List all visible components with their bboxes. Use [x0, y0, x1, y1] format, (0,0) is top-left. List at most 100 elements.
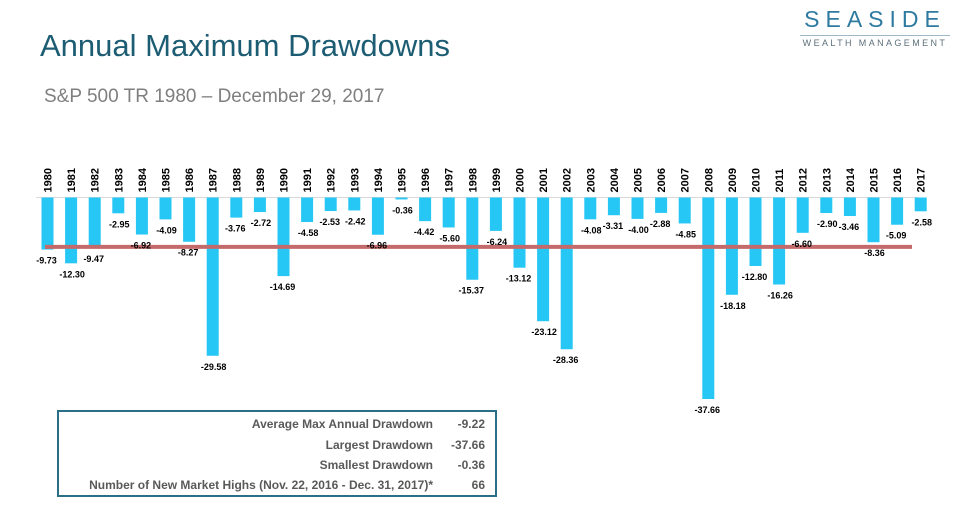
- bar-2001: [537, 197, 550, 322]
- stat-value: -9.22: [457, 417, 485, 431]
- stat-value: 66: [471, 478, 485, 492]
- category-label: 1995: [397, 168, 409, 192]
- data-label: -28.36: [553, 355, 579, 365]
- bar-1980: [41, 197, 54, 250]
- logo-divider: [800, 35, 950, 36]
- bar-2017: [914, 197, 927, 212]
- category-label: 1987: [208, 168, 220, 192]
- data-label: -2.53: [319, 217, 340, 227]
- labels-layer: 1980 -9.73 1981 -12.30 1982 -9.47 1983 -2.95 198…: [36, 167, 932, 415]
- bar-1993: [348, 197, 361, 211]
- stat-label: Number of New Market Highs (Nov. 22, 201…: [89, 478, 433, 492]
- category-label: 2011: [774, 169, 786, 193]
- category-label: 2000: [515, 168, 527, 192]
- category-label: 2009: [727, 168, 739, 192]
- summary-stats-box: Average Max Annual Drawdown -9.22 Larges…: [57, 410, 497, 497]
- bar-1982: [88, 197, 101, 249]
- category-label: 2004: [609, 167, 621, 192]
- data-label: -4.42: [414, 227, 435, 237]
- category-label: 2017: [916, 168, 928, 192]
- category-label: 1988: [231, 168, 243, 192]
- data-label: -9.73: [36, 256, 57, 266]
- data-label: -4.08: [581, 225, 602, 235]
- data-label: -23.12: [531, 327, 557, 337]
- bar-1995: [395, 197, 408, 200]
- logo-tagline: WEALTH MANAGEMENT: [802, 38, 948, 48]
- category-label: 2016: [892, 168, 904, 192]
- bar-2007: [678, 197, 691, 224]
- data-label: -0.36: [392, 205, 413, 215]
- data-label: -4.58: [298, 228, 319, 238]
- category-label: 2005: [633, 168, 645, 192]
- data-label: -12.30: [59, 269, 85, 279]
- category-label: 1989: [255, 168, 267, 192]
- data-label: -9.47: [83, 254, 104, 264]
- bar-2002: [560, 197, 573, 350]
- data-label: -4.85: [675, 229, 696, 239]
- data-label: -5.09: [886, 231, 907, 241]
- bar-2010: [749, 197, 762, 266]
- category-label: 1981: [66, 168, 78, 192]
- category-label: 2008: [703, 168, 715, 192]
- category-label: 2010: [751, 168, 763, 192]
- category-label: 1997: [444, 168, 456, 192]
- data-label: -2.58: [911, 217, 932, 227]
- category-label: 1999: [491, 168, 503, 192]
- category-label: 1991: [302, 168, 314, 192]
- bar-2014: [843, 197, 856, 217]
- bar-1997: [442, 197, 455, 228]
- data-label: -2.88: [650, 219, 671, 229]
- category-label: 1990: [279, 168, 291, 192]
- bar-1996: [419, 197, 432, 222]
- data-label: -37.66: [695, 405, 721, 415]
- category-label: 1984: [137, 167, 149, 192]
- bar-1998: [466, 197, 479, 280]
- bar-1999: [489, 197, 502, 231]
- page-title: Annual Maximum Drawdowns: [40, 28, 451, 63]
- data-label: -3.31: [603, 221, 624, 231]
- category-label: 1983: [113, 168, 125, 192]
- bar-1984: [135, 197, 148, 235]
- stat-label: Average Max Annual Drawdown: [251, 417, 433, 431]
- bar-1987: [206, 197, 219, 356]
- data-label: -2.42: [345, 216, 366, 226]
- bar-1991: [301, 197, 314, 223]
- data-label: -2.95: [109, 219, 130, 229]
- bar-1990: [277, 197, 290, 277]
- page-subtitle: S&P 500 TR 1980 – December 29, 2017: [44, 86, 385, 107]
- bar-2015: [867, 197, 880, 243]
- data-label: -14.69: [270, 282, 296, 292]
- category-label: 1982: [90, 168, 102, 192]
- data-label: -5.60: [439, 233, 460, 243]
- category-label: 2014: [845, 167, 857, 192]
- bar-1992: [324, 197, 337, 212]
- bar-2012: [796, 197, 809, 233]
- category-label: 1993: [349, 168, 361, 192]
- bar-2013: [820, 197, 833, 214]
- category-label: 2001: [538, 168, 550, 192]
- data-label: -2.72: [251, 218, 272, 228]
- stat-label: Largest Drawdown: [325, 438, 433, 452]
- bar-2008: [702, 197, 715, 399]
- bar-2011: [773, 197, 786, 285]
- category-label: 2006: [656, 168, 668, 192]
- data-label: -6.60: [791, 239, 812, 249]
- bar-2000: [513, 197, 526, 268]
- stat-row-smallest: Smallest Drawdown -0.36: [59, 458, 495, 478]
- bar-1989: [253, 197, 266, 213]
- data-label: -4.09: [156, 225, 177, 235]
- data-label: -13.12: [506, 274, 532, 284]
- stat-row-largest: Largest Drawdown -37.66: [59, 438, 495, 458]
- bar-1985: [159, 197, 172, 220]
- bar-1994: [371, 197, 384, 235]
- category-label: 1998: [467, 168, 479, 192]
- category-label: 1996: [420, 168, 432, 192]
- category-label: 1985: [161, 168, 173, 192]
- data-label: -8.27: [178, 248, 199, 258]
- bar-2004: [607, 197, 620, 216]
- bar-1983: [112, 197, 125, 214]
- data-label: -12.80: [742, 272, 768, 282]
- data-label: -18.18: [720, 301, 746, 311]
- stat-row-new-highs: Number of New Market Highs (Nov. 22, 201…: [59, 478, 495, 498]
- category-label: 2015: [869, 168, 881, 192]
